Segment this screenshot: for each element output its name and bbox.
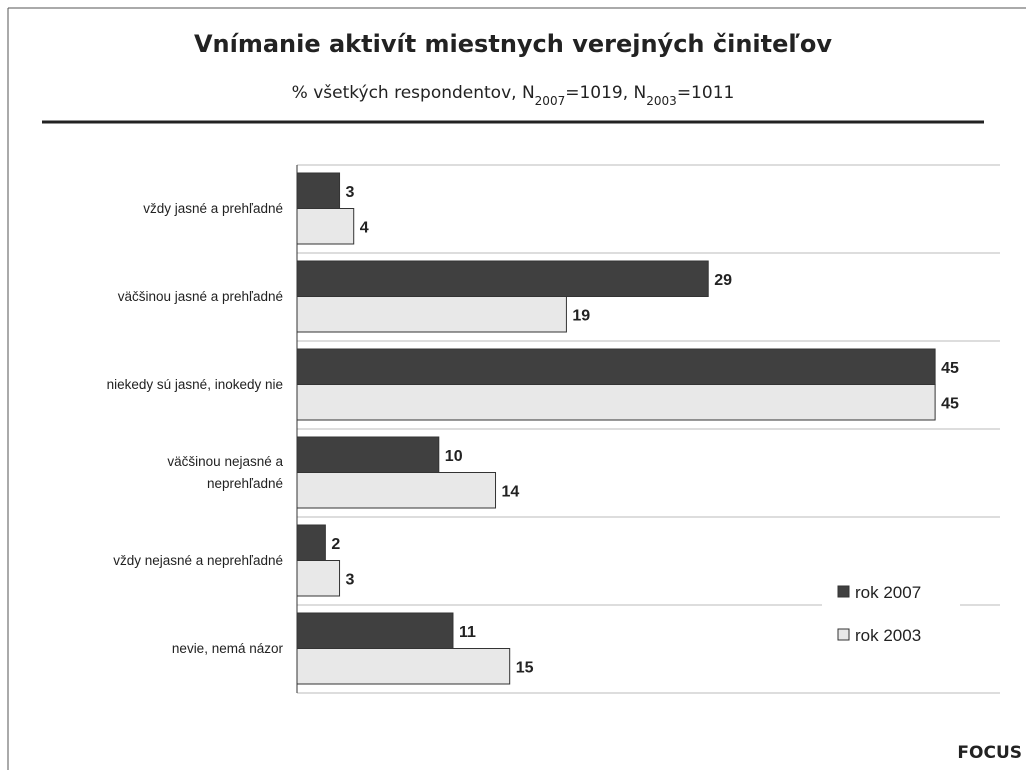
- bar: [296, 296, 567, 333]
- bar: [296, 348, 936, 385]
- bar: [296, 612, 454, 649]
- bar: [296, 384, 936, 421]
- legend-swatch: [837, 585, 850, 598]
- data-label: 19: [572, 307, 590, 324]
- bar: [296, 436, 440, 473]
- data-label: 3: [346, 184, 355, 201]
- data-label: 15: [516, 659, 534, 676]
- category-label: vždy jasné a prehľadné: [143, 201, 283, 216]
- category-label: väčšinou nejasné a neprehľadné: [167, 454, 283, 491]
- bar: [296, 560, 341, 597]
- category-label: väčšinou jasné a prehľadné: [117, 289, 283, 304]
- subtitle-part: 2007: [535, 94, 566, 108]
- data-label: 3: [346, 571, 355, 588]
- legend-label: rok 2007: [855, 583, 921, 602]
- data-label: 45: [941, 395, 959, 412]
- category-label: vždy nejasné a neprehľadné: [113, 553, 283, 568]
- data-label: 2: [331, 536, 340, 553]
- data-label: 10: [445, 448, 463, 465]
- legend-label: rok 2003: [855, 626, 921, 645]
- data-label: 14: [502, 483, 520, 500]
- bar: [296, 472, 497, 509]
- source-label: FOCUS: [957, 743, 1022, 763]
- category-label: nevie, nemá názor: [171, 641, 283, 656]
- data-label: 11: [459, 624, 476, 641]
- subtitle-part: 2003: [646, 94, 677, 108]
- subtitle-part: =1011: [677, 83, 735, 103]
- legend-swatch: [837, 628, 850, 641]
- data-label: 4: [360, 219, 369, 236]
- chart-subtitle: % všetkých respondentov, N2007=1019, N20…: [292, 83, 735, 108]
- chart-title: Vnímanie aktivít miestnych verejných čin…: [194, 30, 832, 58]
- bar: [296, 524, 326, 561]
- bar: [296, 172, 341, 209]
- bar: [296, 208, 355, 245]
- category-label: niekedy sú jasné, inokedy nie: [106, 377, 283, 392]
- bar: [296, 648, 511, 685]
- bar: [296, 260, 709, 297]
- subtitle-part: =1019, N: [565, 83, 646, 103]
- data-label: 29: [714, 272, 732, 289]
- subtitle-part: % všetkých respondentov, N: [292, 83, 535, 103]
- data-label: 45: [941, 360, 959, 377]
